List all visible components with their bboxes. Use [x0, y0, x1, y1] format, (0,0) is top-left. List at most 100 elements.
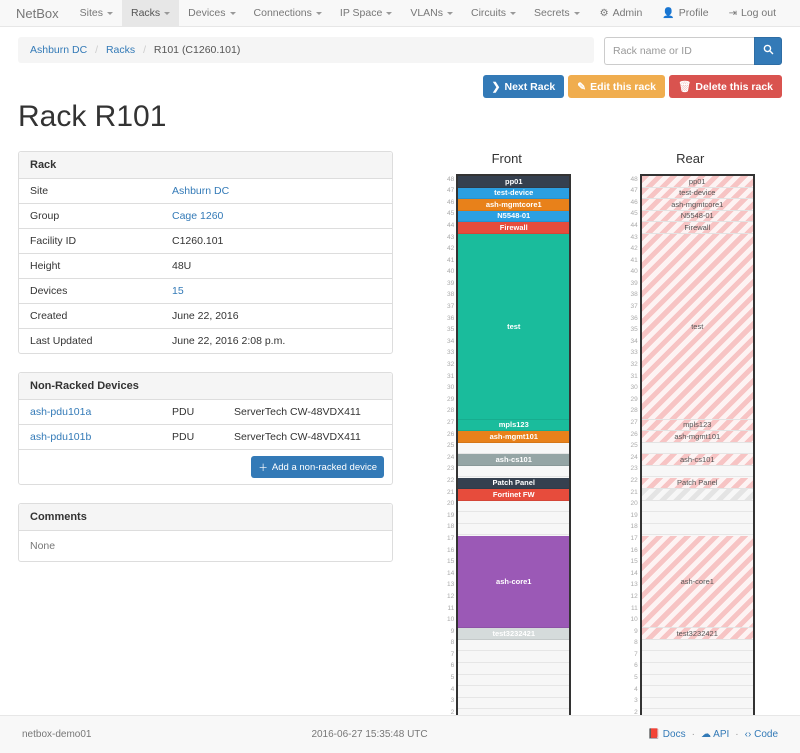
nav-item-circuits[interactable]: Circuits — [462, 0, 525, 26]
nav-item-racks[interactable]: Racks — [121, 0, 180, 26]
rack-device-label: Patch Panel — [492, 478, 536, 488]
nav-item-connections[interactable]: Connections — [245, 0, 331, 26]
rack-device[interactable]: ash-core1 — [641, 535, 753, 629]
rack-device[interactable]: ash-core1 — [458, 535, 570, 629]
rear-empty-unit-8[interactable] — [641, 639, 753, 652]
rack-field-link[interactable]: 15 — [172, 285, 184, 297]
pencil-icon: ✎ — [577, 80, 587, 93]
device-name-cell[interactable]: ash-pdu101a — [19, 400, 161, 425]
device-link[interactable]: ash-pdu101a — [30, 406, 92, 418]
nav-log-out-link[interactable]: ⇥ Log out — [719, 0, 786, 26]
nav-item-devices[interactable]: Devices — [179, 0, 244, 26]
rear-empty-unit-19[interactable] — [641, 512, 753, 524]
rear-empty-unit-18[interactable] — [641, 523, 753, 536]
rack-device[interactable]: ash-mgmtcore1 — [458, 199, 570, 211]
rack-device-label: N5548-01 — [497, 211, 531, 221]
table-row: Site Ashburn DC — [19, 179, 392, 204]
front-empty-unit-4[interactable] — [458, 686, 570, 698]
rack-device[interactable]: test3232421 — [641, 628, 753, 640]
nav-admin-link[interactable]: ⚙ Admin — [590, 0, 653, 26]
rear-empty-unit-23[interactable] — [641, 465, 753, 478]
rear-empty-unit-5[interactable] — [641, 674, 753, 687]
non-racked-devices-panel: Non-Racked Devices ash-pdu101a PDU ServerT… — [18, 372, 393, 485]
front-empty-unit-18[interactable] — [458, 523, 570, 536]
nav-item-secrets[interactable]: Secrets — [525, 0, 589, 26]
front-unit-label-5: 5 — [450, 674, 455, 682]
rear-unit-label-37: 37 — [630, 303, 638, 311]
front-unit-label-14: 14 — [447, 569, 455, 577]
rear-empty-unit-25[interactable] — [641, 442, 753, 455]
rack-device-label: test3232421 — [492, 628, 536, 638]
front-empty-unit-25[interactable] — [458, 442, 570, 455]
search-input[interactable] — [604, 37, 754, 65]
front-empty-unit-5[interactable] — [458, 674, 570, 687]
footer-docs-link[interactable]: 📕 Docs — [648, 729, 686, 740]
device-link[interactable]: ash-pdu101b — [30, 431, 92, 443]
rear-empty-unit-7[interactable] — [641, 651, 753, 663]
nav-item-sites[interactable]: Sites — [71, 0, 122, 26]
rack-field-link[interactable]: Cage 1260 — [172, 210, 224, 222]
front-empty-unit-6[interactable] — [458, 662, 570, 675]
nav-item-ip-space[interactable]: IP Space — [331, 0, 401, 26]
rack-field-value[interactable]: 15 — [161, 278, 392, 304]
rack-field-value[interactable]: Cage 1260 — [161, 203, 392, 229]
rear-empty-unit-6[interactable] — [641, 662, 753, 675]
nav-profile-link[interactable]: 👤 Profile — [652, 0, 718, 26]
rack-device[interactable]: test-device — [641, 187, 753, 200]
rear-empty-unit-3[interactable] — [641, 697, 753, 710]
rack-device[interactable]: N5548-01 — [641, 210, 753, 223]
rack-device[interactable]: ash-cs101 — [458, 454, 570, 466]
edit-this-rack-button[interactable]: ✎ Edit this rack — [568, 75, 666, 98]
delete-this-rack-button[interactable]: 🗑 Delete this rack — [669, 75, 782, 98]
footer-code-link[interactable]: ‹› Code — [745, 729, 778, 740]
next-rack-button[interactable]: ❯ Next Rack — [482, 75, 565, 98]
footer-api-link[interactable]: ☁ API — [701, 729, 729, 740]
table-row: ash-pdu101a PDU ServerTech CW-48VDX411 — [19, 400, 392, 425]
rack-device[interactable]: Patch Panel — [458, 477, 570, 490]
rack-device[interactable]: ash-mgmt101 — [458, 431, 570, 443]
add-non-racked-device-button[interactable]: ＋ Add a non-racked device — [251, 456, 384, 478]
rack-device[interactable]: ash-cs101 — [641, 454, 753, 466]
front-empty-unit-23[interactable] — [458, 465, 570, 478]
rack-device[interactable]: pp01 — [641, 176, 753, 188]
plus-icon: ＋ — [258, 463, 268, 474]
search-button[interactable] — [754, 37, 782, 65]
rack-device[interactable]: Firewall — [458, 222, 570, 234]
rack-field-value[interactable]: Ashburn DC — [161, 179, 392, 204]
device-name-cell[interactable]: ash-pdu101b — [19, 425, 161, 450]
rear-empty-unit-4[interactable] — [641, 686, 753, 698]
front-unit-label-9: 9 — [450, 627, 455, 635]
rack-device[interactable]: mpls123 — [458, 419, 570, 432]
rack-device[interactable]: test — [458, 234, 570, 420]
nav-item-vlans[interactable]: VLANs — [401, 0, 462, 26]
rack-device[interactable]: Firewall — [641, 222, 753, 234]
rack-device[interactable]: Patch Panel — [641, 477, 753, 490]
rear-unit-label-27: 27 — [630, 419, 638, 427]
front-empty-unit-20[interactable] — [458, 500, 570, 513]
rear-empty-unit-20[interactable] — [641, 500, 753, 513]
breadcrumb-current: R101 (C1260.101) — [153, 44, 241, 56]
rack-device[interactable]: mpls123 — [641, 419, 753, 432]
rear-unit-label-38: 38 — [630, 291, 638, 299]
rack-device[interactable]: ash-mgmtcore1 — [641, 199, 753, 211]
rear-unit-label-18: 18 — [630, 523, 638, 531]
rear-unit-label-36: 36 — [630, 314, 638, 322]
rack-device[interactable]: test-device — [458, 187, 570, 200]
rack-device[interactable] — [641, 489, 753, 501]
rack-field-link[interactable]: Ashburn DC — [172, 185, 230, 197]
breadcrumb-site-link[interactable]: Ashburn DC — [30, 44, 88, 56]
rack-device[interactable]: ash-mgmt101 — [641, 431, 753, 443]
front-unit-label-27: 27 — [447, 419, 455, 427]
rack-device[interactable]: pp01 — [458, 176, 570, 188]
rack-device[interactable]: test3232421 — [458, 628, 570, 640]
rack-device[interactable]: N5548-01 — [458, 210, 570, 223]
front-empty-unit-8[interactable] — [458, 639, 570, 652]
front-empty-unit-19[interactable] — [458, 512, 570, 524]
rack-device[interactable]: Fortinet FW — [458, 489, 570, 501]
front-empty-unit-3[interactable] — [458, 697, 570, 710]
rack-device[interactable]: test — [641, 234, 753, 420]
brand-logo[interactable]: NetBox — [16, 5, 59, 21]
breadcrumb-racks-link[interactable]: Racks — [105, 44, 136, 56]
rear-elevation: Rear 48 47 46 45 44 43 42 41 40 39 38 37 36 35 34 33 32 3… — [626, 151, 755, 735]
front-empty-unit-7[interactable] — [458, 651, 570, 663]
